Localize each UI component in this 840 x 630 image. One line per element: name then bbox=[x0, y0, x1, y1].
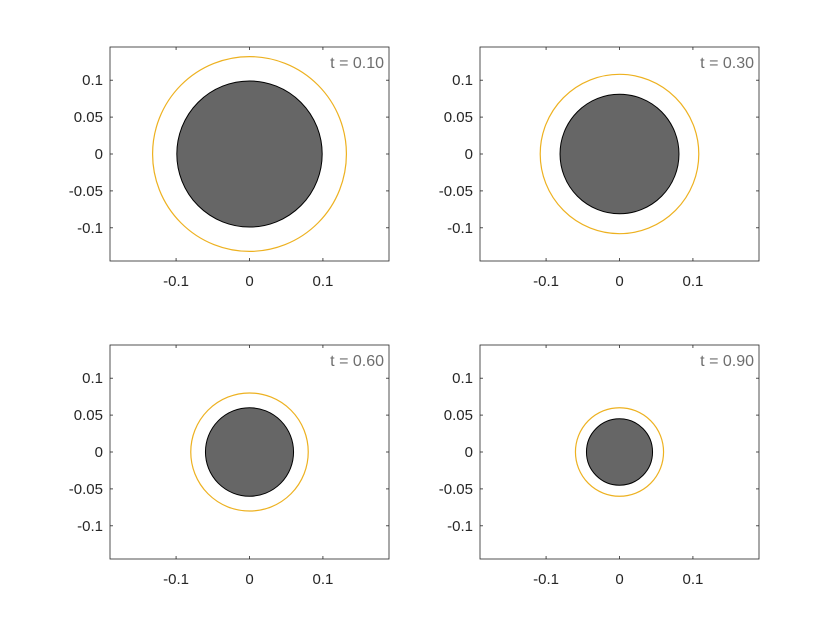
y-tick-label: -0.05 bbox=[439, 183, 473, 200]
x-tick-label: 0.1 bbox=[682, 273, 703, 290]
y-tick-label: -0.1 bbox=[447, 220, 473, 237]
y-tick-label: -0.05 bbox=[69, 481, 103, 498]
y-tick-label: 0.1 bbox=[82, 370, 103, 387]
ring-outline bbox=[574, 407, 665, 497]
y-tick-label: 0.1 bbox=[452, 370, 473, 387]
y-tick-label: 0.05 bbox=[74, 109, 103, 126]
x-tick-label: -0.1 bbox=[163, 571, 189, 588]
x-tick-label: -0.1 bbox=[533, 273, 559, 290]
y-tick-label: 0.05 bbox=[74, 407, 103, 424]
filled-circle bbox=[585, 418, 654, 486]
time-annotation: t = 0.30 bbox=[700, 55, 754, 72]
time-annotation: t = 0.90 bbox=[700, 353, 754, 370]
y-tick-label: -0.1 bbox=[77, 518, 103, 535]
x-tick-label: 0 bbox=[245, 571, 253, 588]
y-tick-label: -0.05 bbox=[439, 481, 473, 498]
x-tick-label: 0 bbox=[245, 273, 253, 290]
subplot-bottom-left: -0.1 0 0.1 0.1 0.05 0 -0.05 -0.1 t = 0.60 bbox=[69, 344, 390, 588]
filled-circle bbox=[559, 93, 680, 215]
x-tick-label: -0.1 bbox=[533, 571, 559, 588]
y-tick-label: 0 bbox=[95, 146, 103, 163]
y-tick-label: 0 bbox=[465, 146, 473, 163]
y-tick-label: 0.1 bbox=[82, 72, 103, 89]
x-tick-label: 0 bbox=[615, 273, 623, 290]
subplot-top-left: -0.1 0 0.1 0.1 0.05 0 -0.05 -0.1 t = 0.10 bbox=[69, 46, 390, 290]
y-tick-label: 0 bbox=[95, 444, 103, 461]
ring-outline bbox=[539, 73, 700, 235]
y-tick-label: 0.05 bbox=[444, 407, 473, 424]
subplot-top-right: -0.1 0 0.1 0.1 0.05 0 -0.05 -0.1 t = 0.30 bbox=[439, 46, 760, 290]
ring-outline bbox=[190, 392, 309, 512]
filled-circle bbox=[204, 407, 295, 497]
y-tick-label: -0.05 bbox=[69, 183, 103, 200]
y-tick-label: -0.1 bbox=[447, 518, 473, 535]
y-tick-label: 0.1 bbox=[452, 72, 473, 89]
time-annotation: t = 0.60 bbox=[330, 353, 384, 370]
y-tick-label: -0.1 bbox=[77, 220, 103, 237]
time-annotation: t = 0.10 bbox=[330, 55, 384, 72]
x-tick-label: 0.1 bbox=[312, 273, 333, 290]
y-tick-label: 0 bbox=[465, 444, 473, 461]
subplot-bottom-right: -0.1 0 0.1 0.1 0.05 0 -0.05 -0.1 t = 0.90 bbox=[439, 344, 760, 588]
x-tick-label: 0.1 bbox=[682, 571, 703, 588]
x-tick-label: 0 bbox=[615, 571, 623, 588]
ring-outline bbox=[151, 55, 348, 253]
filled-circle bbox=[176, 80, 323, 228]
x-tick-label: -0.1 bbox=[163, 273, 189, 290]
x-tick-label: 0.1 bbox=[312, 571, 333, 588]
y-tick-label: 0.05 bbox=[444, 109, 473, 126]
